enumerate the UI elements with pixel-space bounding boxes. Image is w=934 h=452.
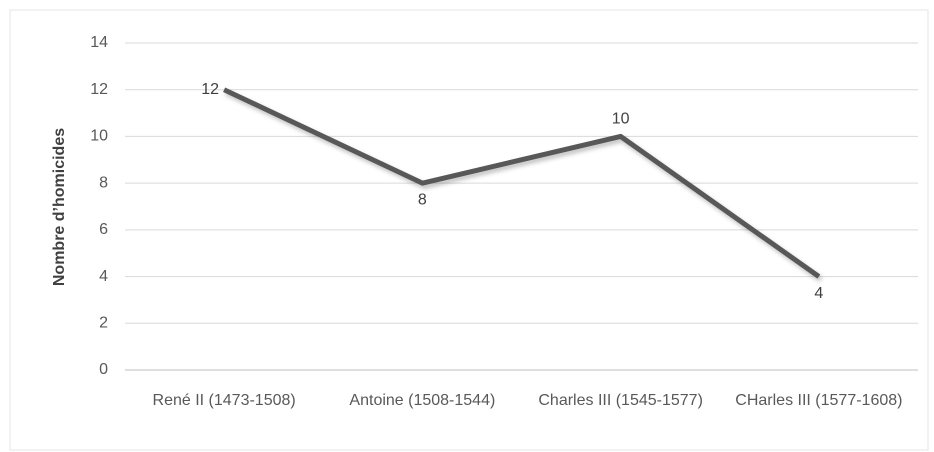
- x-tick-label: Antoine (1508-1544): [349, 392, 496, 409]
- y-tick-label: 12: [90, 81, 108, 98]
- y-tick-label: 14: [90, 34, 108, 51]
- data-label: 10: [612, 111, 630, 128]
- data-label: 8: [418, 191, 427, 208]
- data-label: 4: [814, 285, 823, 302]
- x-tick-label: Charles III (1545-1577): [538, 392, 703, 409]
- x-tick-label: CHarles III (1577-1608): [735, 392, 903, 409]
- data-label: 12: [201, 81, 219, 98]
- y-axis-label: Nombre d’homicides: [51, 128, 68, 286]
- y-tick-label: 4: [99, 268, 108, 285]
- y-tick-label: 0: [99, 361, 108, 378]
- y-tick-label: 10: [90, 128, 108, 145]
- chart-border: [9, 9, 929, 451]
- line: [223, 87, 821, 279]
- y-tick-label: 6: [99, 221, 108, 238]
- y-tick-label: 8: [99, 174, 108, 191]
- y-tick-label: 2: [99, 315, 108, 332]
- x-tick-label: René II (1473-1508): [152, 392, 296, 409]
